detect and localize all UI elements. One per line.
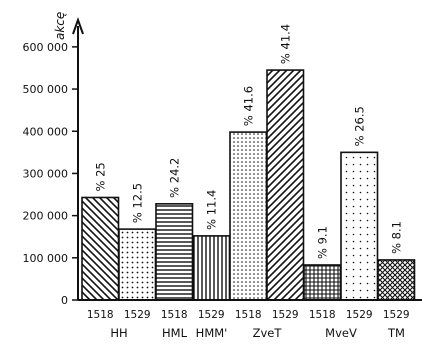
year-label: 1529 <box>198 309 225 321</box>
percent-label: % 41.6 <box>241 86 255 126</box>
y-tick-label: 400 000 <box>23 125 69 138</box>
year-label: 1529 <box>272 309 299 321</box>
group-label: ZveT <box>253 326 283 340</box>
bar <box>377 259 416 301</box>
group-label: HH <box>110 326 127 340</box>
bar <box>192 235 231 301</box>
y-ticks: 0 100 000 200 000 300 000 400 000 500 000 600 … <box>23 41 78 307</box>
group-labels: HH HML HMM' ZveT MveV TM <box>110 326 405 340</box>
y-tick-label: 600 000 <box>23 41 69 54</box>
group-label: HML <box>162 326 188 340</box>
group-label: MveV <box>325 326 357 340</box>
percent-label: % 41.4 <box>278 24 292 64</box>
bar <box>340 151 379 301</box>
bar <box>303 264 342 301</box>
year-label: 1518 <box>87 309 114 321</box>
y-tick-label: 300 000 <box>23 167 69 180</box>
y-axis-arrow-icon <box>72 17 84 35</box>
year-label: 1518 <box>235 309 262 321</box>
year-label: 1518 <box>309 309 336 321</box>
bar <box>229 131 268 301</box>
percent-label: % 11.4 <box>204 190 218 230</box>
year-label: 1518 <box>161 309 188 321</box>
percent-label: % 26.5 <box>352 106 366 146</box>
percent-label: % 25 <box>93 162 107 191</box>
y-tick-label: 0 <box>61 294 68 307</box>
year-labels: 1518 1529 1518 1529 1518 1529 1518 1529 1529 <box>87 309 410 321</box>
bars <box>81 69 416 301</box>
percent-labels: % 25 % 12.5 % 24.2 % 11.4 % 41.6 % 41.4 % 9.1%… <box>93 24 403 259</box>
year-label: 1529 <box>383 309 410 321</box>
bar <box>266 69 305 301</box>
year-label: 1529 <box>346 309 373 321</box>
percent-label: % 8.1 <box>389 221 403 254</box>
percent-label: % 9.1 <box>315 226 329 259</box>
y-tick-label: 500 000 <box>23 83 69 96</box>
percent-label: % 12.5 <box>130 183 144 223</box>
bar <box>155 203 194 301</box>
y-axis-label: akcę <box>53 12 67 40</box>
group-label: TM <box>387 326 405 340</box>
y-tick-label: 200 000 <box>23 210 69 223</box>
year-label: 1529 <box>124 309 151 321</box>
bar <box>118 228 157 301</box>
y-tick-label: 100 000 <box>23 252 69 265</box>
group-label: HMM' <box>196 326 228 340</box>
bar <box>81 196 120 301</box>
percent-label: % 24.2 <box>167 158 181 198</box>
